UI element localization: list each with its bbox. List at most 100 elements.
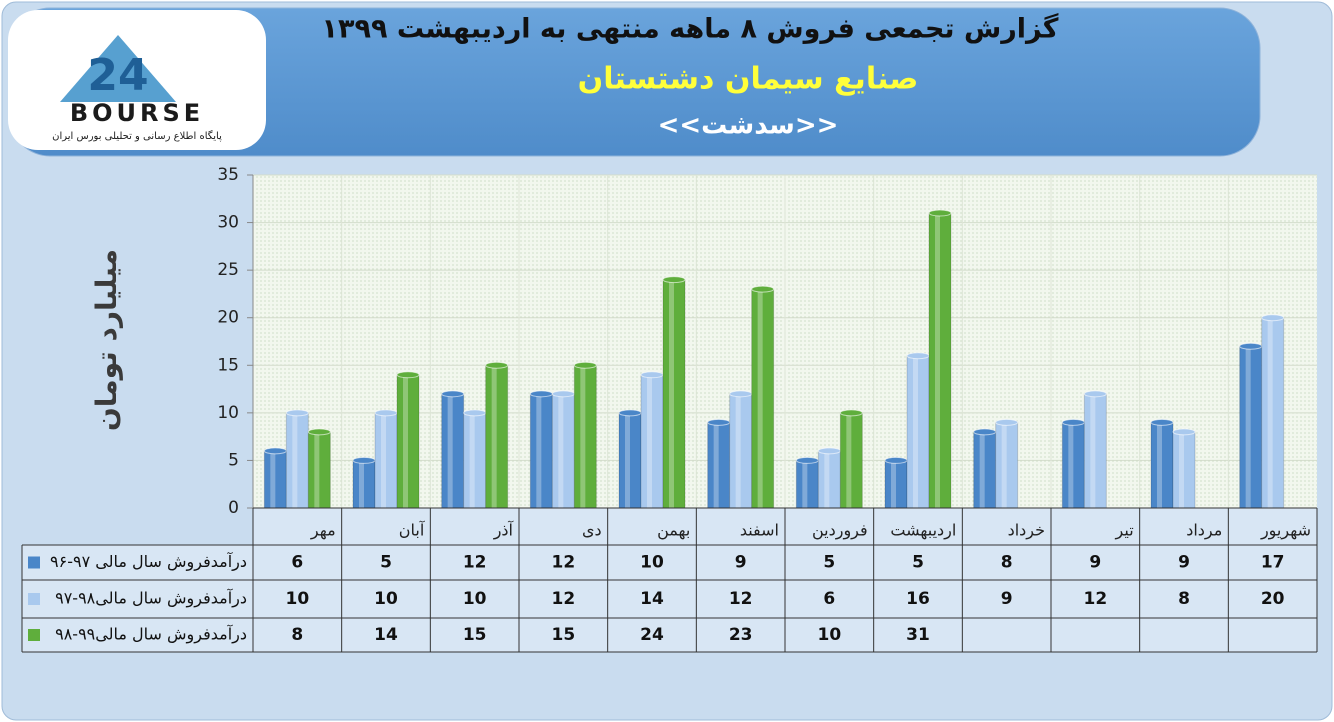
bar-highlight — [580, 367, 586, 508]
table-value: 6 — [823, 589, 835, 609]
legend-label: درآمدفروش سال مالی۹۹-۹۸ — [55, 625, 247, 645]
logo-name: BOURSE — [70, 99, 204, 127]
table-value: 8 — [1001, 553, 1013, 573]
table-value: 10 — [374, 589, 398, 609]
legend-swatch — [28, 556, 40, 569]
bar-cap — [1083, 390, 1107, 398]
bar-cap — [795, 456, 819, 464]
legend-label: درآمدفروش سال مالی۹۸-۹۷ — [55, 589, 247, 609]
x-tick-label: آذر — [493, 521, 515, 541]
table-value: 20 — [1261, 589, 1285, 609]
table-value: 6 — [291, 553, 303, 573]
bar-cap — [729, 390, 753, 398]
x-tick-label: فروردین — [812, 521, 868, 541]
table-value: 10 — [463, 589, 487, 609]
bar-cap — [573, 361, 597, 369]
bar-highlight — [891, 462, 896, 508]
y-tick-label: 20 — [217, 308, 239, 328]
bar-cap — [551, 390, 575, 398]
x-tick-label: اسفند — [740, 521, 779, 540]
table-value: 5 — [823, 553, 835, 573]
y-axis-label: میلیارد تومان — [90, 249, 123, 431]
table-value: 10 — [285, 589, 309, 609]
table-value: 9 — [1089, 553, 1101, 573]
bar-cap — [640, 371, 664, 379]
bar-cap — [662, 276, 686, 284]
y-tick-label: 5 — [228, 450, 239, 470]
table-value: 15 — [463, 625, 487, 645]
table-value: 12 — [551, 589, 575, 609]
chart-subtitle: صنایع سیمان دشتستان — [578, 62, 919, 97]
table-value: 9 — [1178, 553, 1190, 573]
table-value: 12 — [463, 553, 487, 573]
bar-cap — [1261, 314, 1285, 322]
table-value: 5 — [380, 553, 392, 573]
bar-cap — [463, 409, 487, 417]
bar-highlight — [491, 367, 497, 508]
bar-highlight — [757, 291, 763, 508]
bar-highlight — [1001, 424, 1007, 508]
bar-highlight — [1157, 424, 1162, 508]
bar-cap — [352, 456, 376, 464]
table-value: 9 — [735, 553, 747, 573]
x-tick-label: آبان — [399, 521, 426, 540]
bar-cap — [1172, 428, 1196, 436]
bar-cap — [1239, 342, 1263, 350]
bar-highlight — [935, 215, 940, 509]
bar-cap — [374, 409, 398, 417]
bar-highlight — [802, 462, 808, 508]
bar-highlight — [625, 414, 630, 508]
bar-highlight — [846, 414, 852, 508]
bar-cap — [307, 428, 331, 436]
bar-cap — [839, 409, 863, 417]
logo-tagline: پایگاه اطلاع رسانی و تحلیلی بورس ایران — [52, 130, 222, 142]
y-tick-label: 0 — [228, 498, 239, 518]
bar-highlight — [558, 395, 564, 508]
legend-label: درآمدفروش سال مالی ۹۷-۹۶ — [50, 552, 247, 572]
table-value: 14 — [640, 589, 664, 609]
y-tick-label: 25 — [217, 260, 239, 280]
logo-mark: 24 — [87, 50, 148, 101]
bar-highlight — [381, 414, 386, 508]
bar-cap — [485, 361, 509, 369]
bar-cap — [973, 428, 997, 436]
bar-cap — [884, 456, 908, 464]
table-value: 12 — [551, 553, 575, 573]
legend-swatch — [28, 629, 40, 641]
bar-cap — [751, 285, 775, 293]
bar-cap — [707, 418, 731, 426]
table-value: 17 — [1261, 553, 1285, 573]
x-tick-label: مهر — [310, 521, 336, 541]
table-value: 24 — [640, 625, 664, 645]
bar-cap — [1061, 418, 1085, 426]
legend-swatch — [28, 593, 40, 605]
chart-symbol: <<سدشت>> — [658, 111, 839, 141]
bar-highlight — [1245, 348, 1251, 508]
bar-cap — [618, 409, 642, 417]
bar-cap — [995, 418, 1019, 426]
bar-highlight — [403, 376, 408, 508]
bar-cap — [441, 390, 465, 398]
chart-title: گزارش تجمعی فروش ۸ ماهه منتهی به اردیبهش… — [322, 13, 1059, 45]
table-value: 9 — [1001, 589, 1013, 609]
bar-highlight — [1267, 319, 1273, 508]
bar-highlight — [713, 424, 719, 508]
table-bg — [22, 545, 1317, 652]
bar-highlight — [913, 357, 918, 508]
x-tick-label: تیر — [1115, 521, 1134, 541]
bar-cap — [817, 447, 841, 455]
x-tick-label: دی — [582, 521, 602, 540]
table-value: 14 — [374, 625, 398, 645]
bar-highlight — [536, 395, 542, 508]
table-value: 16 — [906, 589, 930, 609]
table-value: 31 — [906, 625, 930, 645]
table-value: 10 — [817, 625, 841, 645]
x-tick-label: خرداد — [1008, 521, 1045, 541]
bar-highlight — [824, 452, 830, 508]
bar-highlight — [735, 395, 741, 508]
bar-cap — [928, 209, 952, 217]
bar-highlight — [270, 452, 276, 508]
table-value: 12 — [1083, 589, 1107, 609]
table-value: 5 — [912, 553, 924, 573]
bar-highlight — [359, 462, 364, 508]
